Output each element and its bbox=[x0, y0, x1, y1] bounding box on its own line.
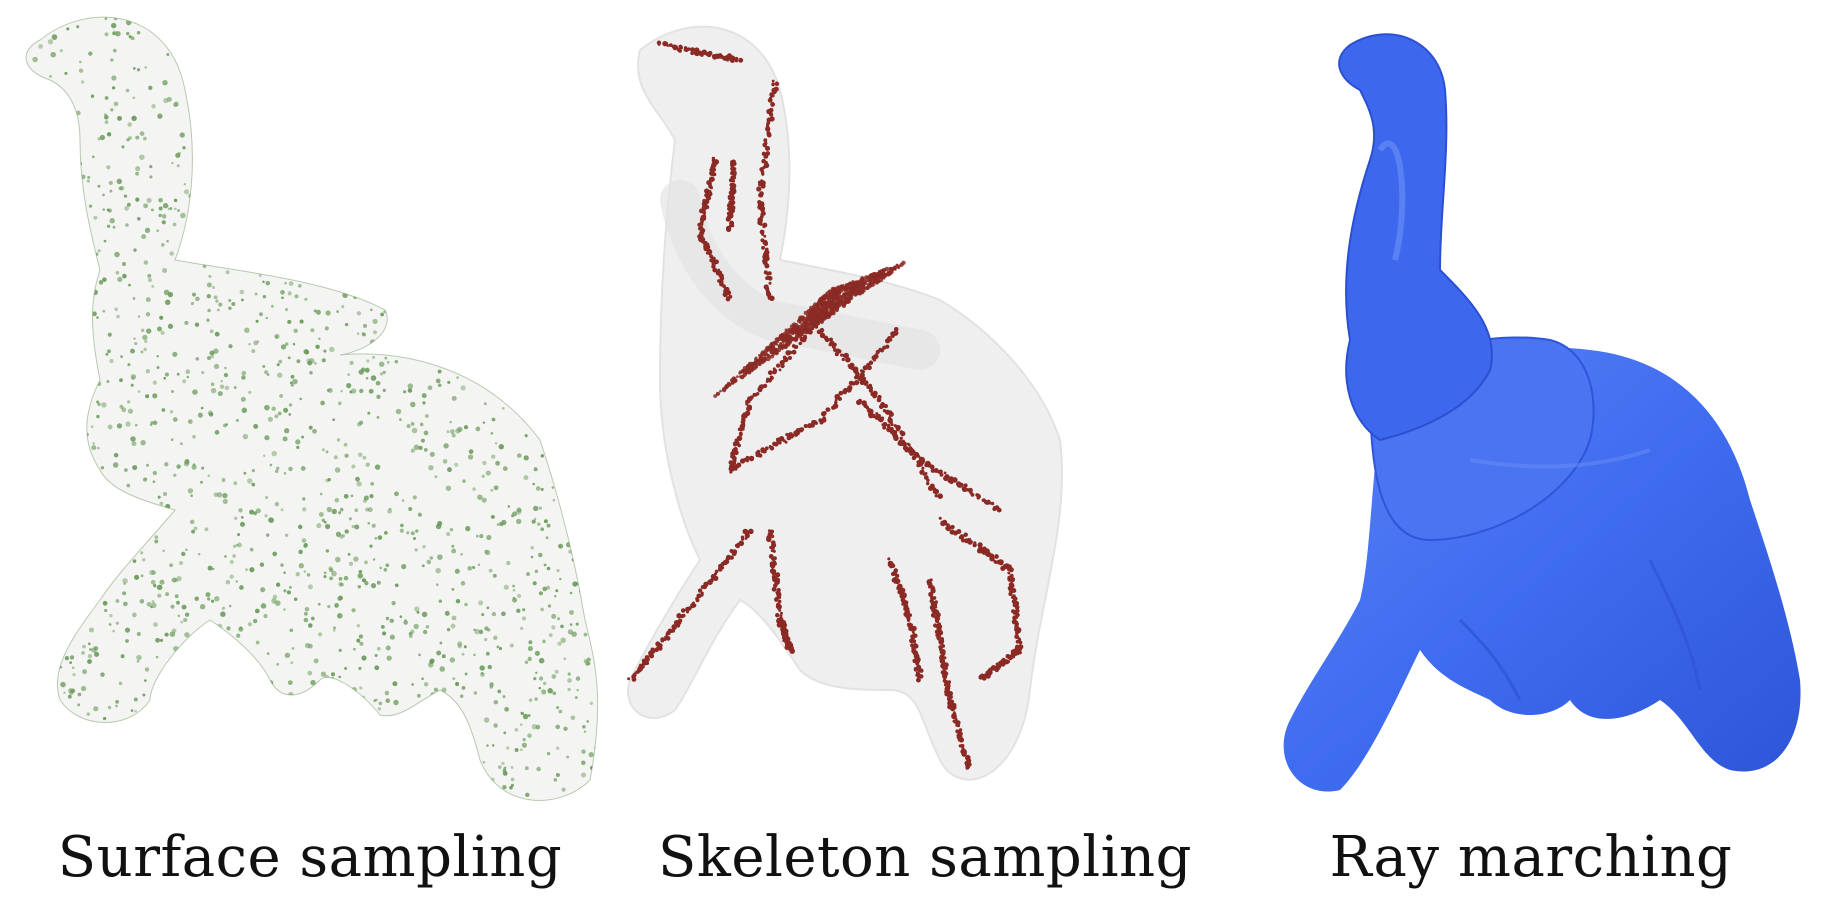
skeleton-point-cloud bbox=[627, 25, 1063, 781]
caption-ray-marching: Ray marching bbox=[1329, 825, 1733, 890]
skeleton-sampling-panel: Skeleton sampling bbox=[620, 0, 1230, 914]
surface-point-cloud bbox=[25, 16, 599, 801]
caption-surface-sampling: Surface sampling bbox=[57, 825, 563, 890]
caption-skeleton-sampling: Skeleton sampling bbox=[658, 825, 1192, 890]
ray-marched-elephant bbox=[1283, 33, 1801, 792]
surface-sampling-panel: Surface sampling bbox=[0, 0, 620, 914]
ray-marching-panel: Ray marching bbox=[1230, 0, 1832, 914]
